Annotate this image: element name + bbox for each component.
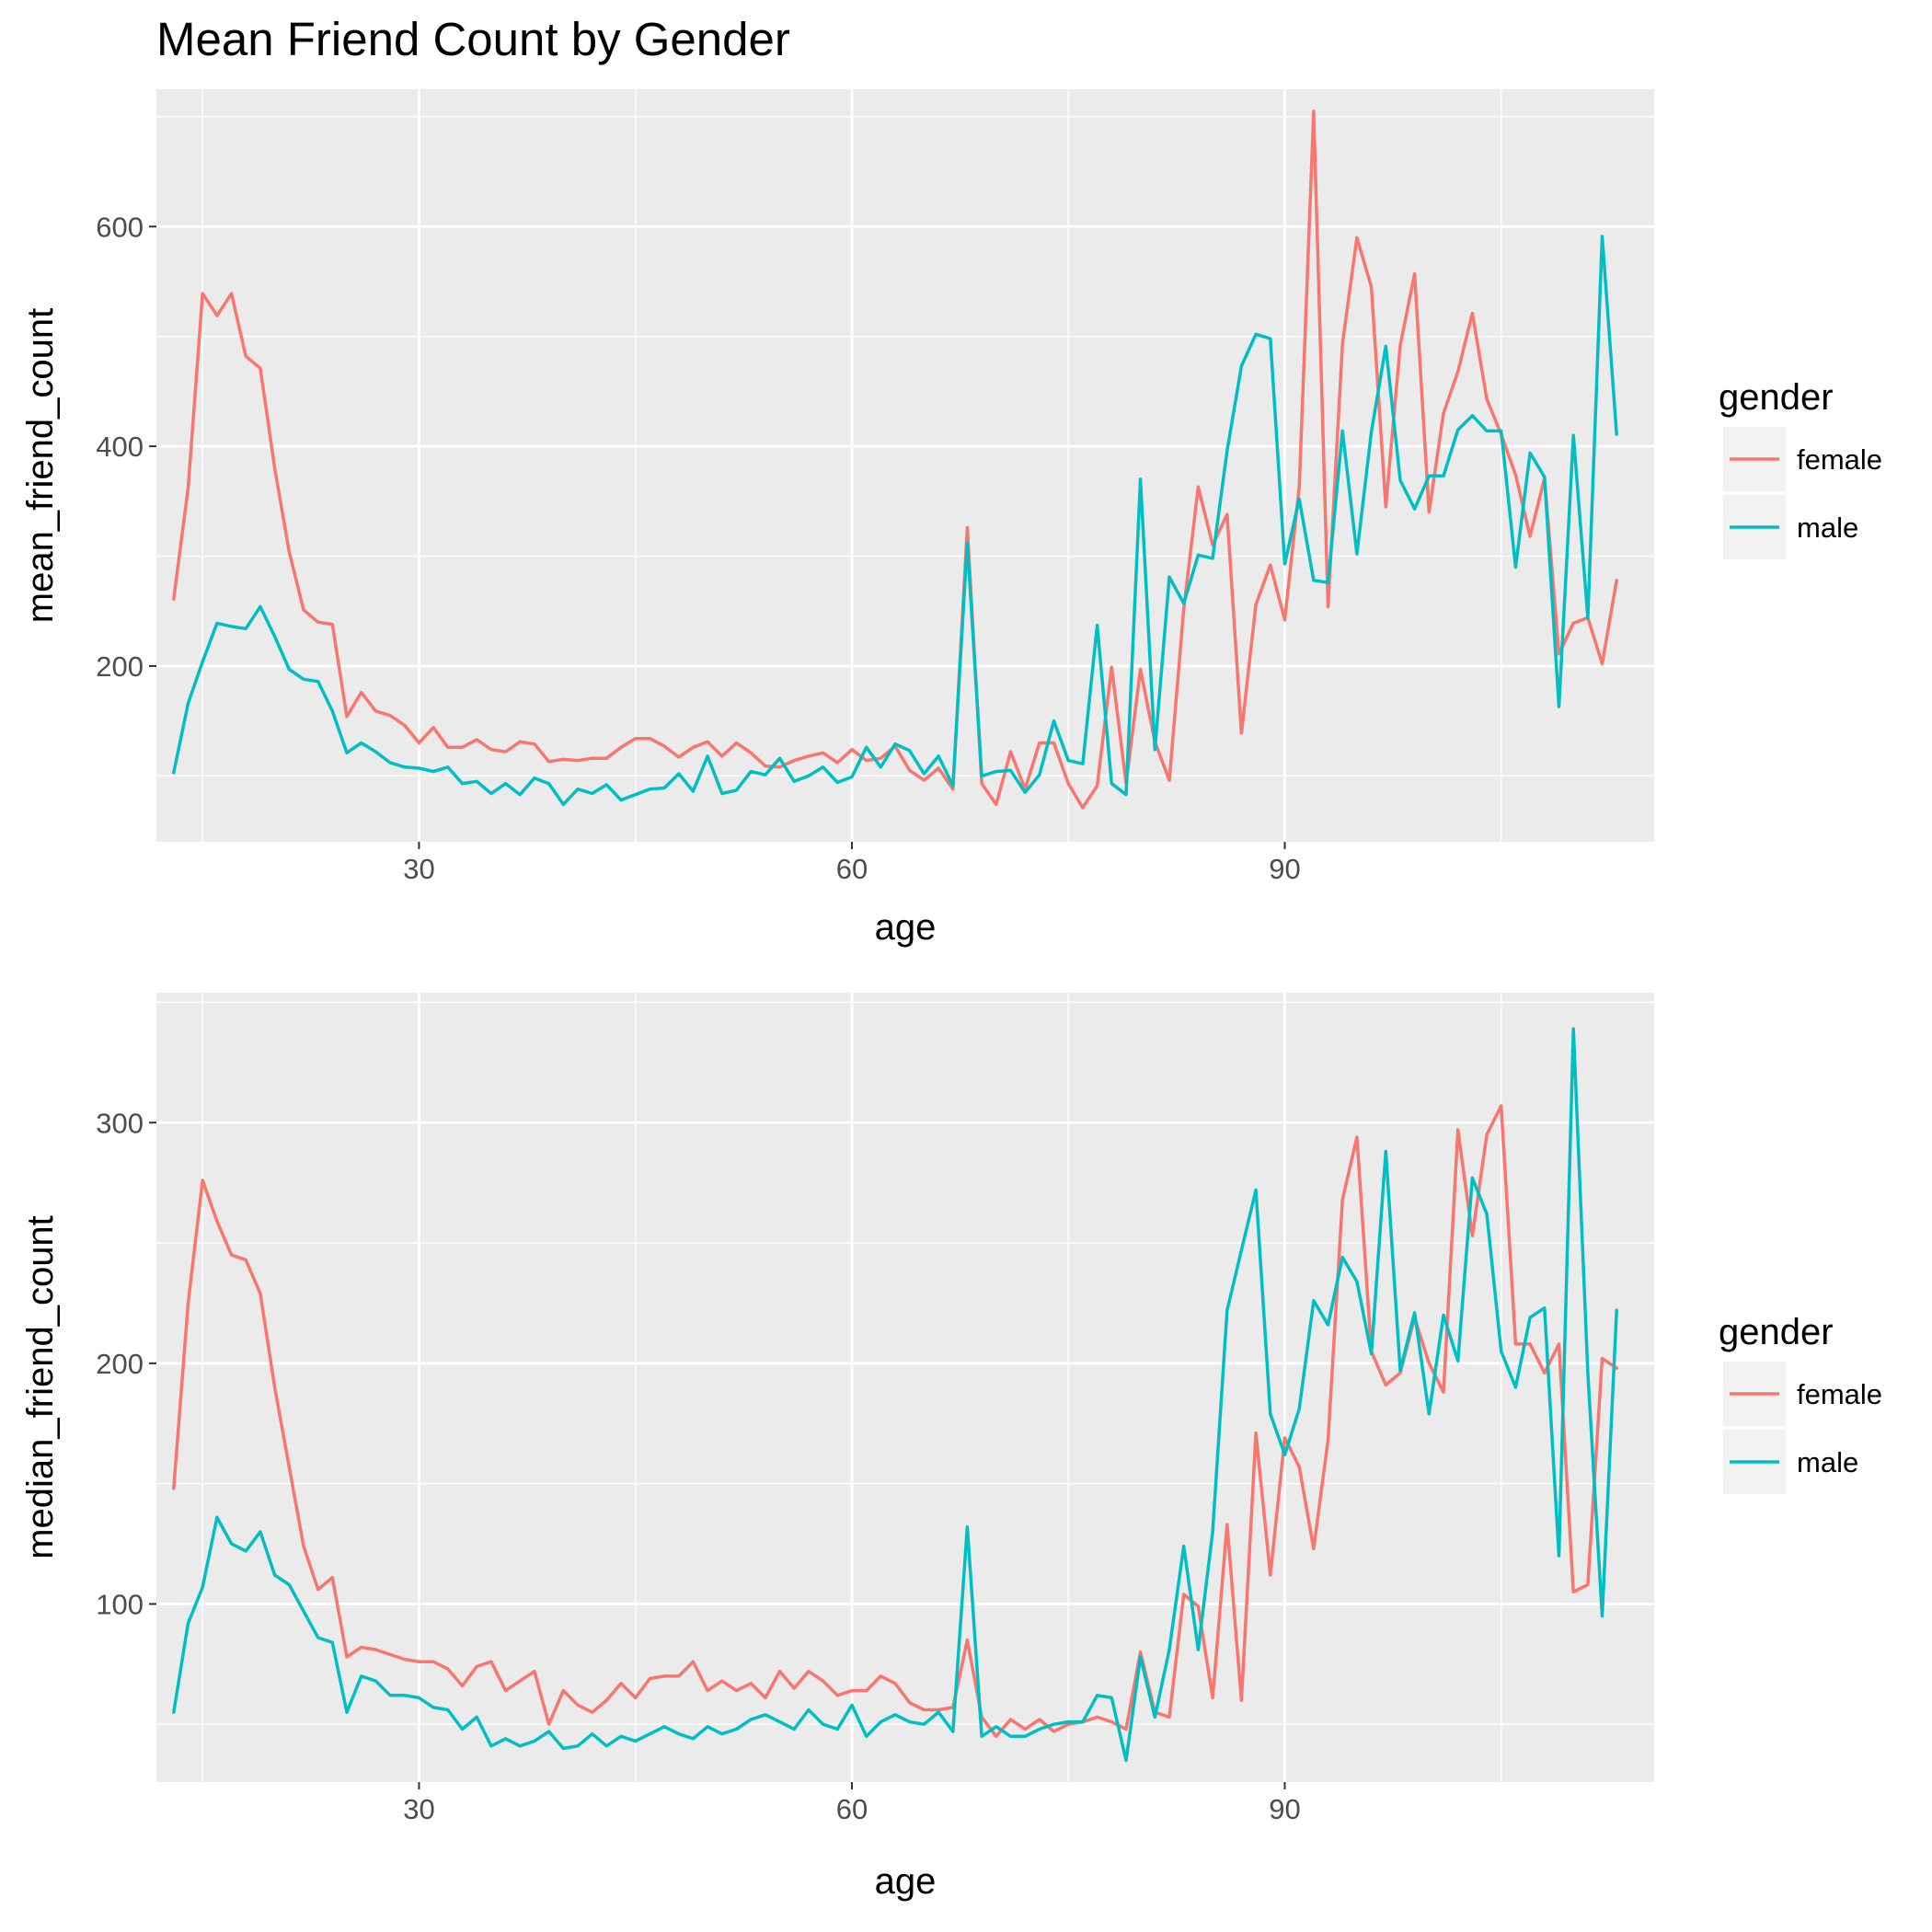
legend: gender female male	[1719, 1312, 1882, 1494]
x-axis-title: age	[875, 907, 937, 948]
x-tick-label: 30	[403, 1793, 434, 1825]
series-line-male	[172, 1027, 1618, 1763]
grid-lines	[156, 89, 1654, 842]
y-tick-label: 600	[96, 211, 144, 243]
figure-title: Mean Friend Count by Gender	[156, 13, 790, 65]
x-axis-title: age	[875, 1861, 937, 1902]
x-tick-label: 90	[1269, 1793, 1300, 1825]
x-tick-label: 60	[836, 853, 868, 885]
y-axis-title: median_friend_count	[20, 1215, 61, 1559]
legend-title: gender	[1719, 1312, 1834, 1352]
legend-title: gender	[1719, 377, 1834, 418]
median-friend-count-chart: 30 60 90 100 200 300 age median_friend_count…	[20, 993, 1882, 1902]
legend: gender female male	[1719, 377, 1882, 559]
legend-label-female: female	[1797, 1378, 1882, 1410]
legend-label-male: male	[1797, 1446, 1858, 1478]
y-axis: 100 200 300	[96, 1107, 156, 1620]
x-axis: 30 60 90	[403, 842, 1301, 885]
x-tick-label: 60	[836, 1793, 868, 1825]
y-tick-label: 400	[96, 431, 144, 463]
x-tick-label: 30	[403, 853, 434, 885]
x-axis: 30 60 90	[403, 1782, 1301, 1825]
y-tick-label: 200	[96, 1348, 144, 1380]
plot-panel-background	[156, 89, 1654, 842]
y-tick-label: 100	[96, 1588, 144, 1620]
series-line-female	[172, 1104, 1618, 1739]
data-lines	[172, 109, 1618, 810]
legend-label-male: male	[1797, 512, 1858, 544]
plot-panel-background	[156, 993, 1654, 1782]
grid-lines	[156, 993, 1654, 1782]
x-tick-label: 90	[1269, 853, 1300, 885]
y-axis-title: mean_friend_count	[20, 308, 61, 623]
data-lines	[172, 1027, 1618, 1763]
y-tick-label: 200	[96, 650, 144, 683]
legend-label-female: female	[1797, 443, 1882, 476]
y-tick-label: 300	[96, 1107, 144, 1139]
series-line-male	[172, 235, 1618, 807]
y-axis: 200 400 600	[96, 211, 156, 683]
mean-friend-count-chart: 30 60 90 200 400 600 age mean_friend_count g…	[20, 89, 1882, 948]
